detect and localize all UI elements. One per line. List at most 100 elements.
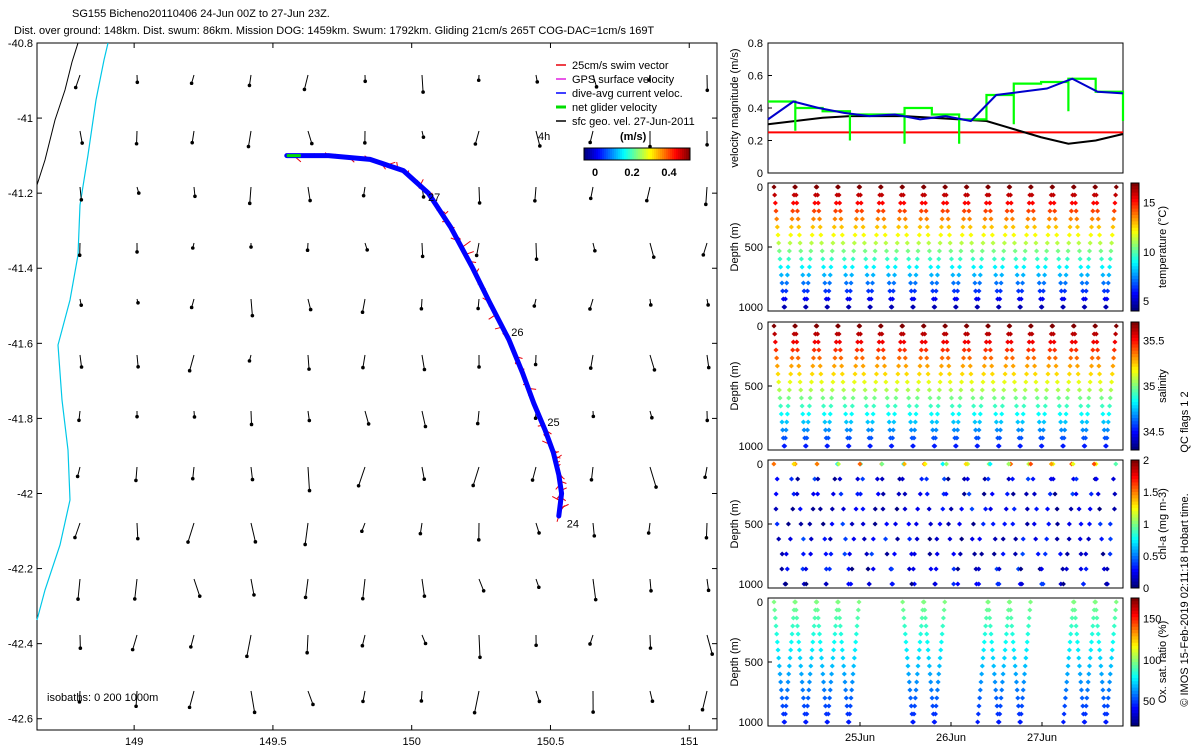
section-y-tick-label: 1000 bbox=[739, 579, 763, 591]
velocity-y-label: velocity magnitude (m/s) bbox=[729, 48, 741, 167]
section-colorbar bbox=[1130, 597, 1140, 727]
section-point bbox=[1002, 371, 1008, 377]
section-colorbar-cell bbox=[1131, 418, 1139, 422]
section-point bbox=[1089, 216, 1095, 222]
section-colorbar-cell bbox=[1131, 578, 1139, 583]
map-colorbar-cell bbox=[588, 148, 591, 160]
section-point bbox=[929, 419, 935, 425]
section-point bbox=[1107, 395, 1113, 401]
section-point bbox=[908, 419, 914, 425]
section-colorbar-cell bbox=[1131, 466, 1139, 471]
geo-vector-head bbox=[363, 79, 368, 84]
geo-vector-head bbox=[654, 485, 658, 489]
map-y-tick-label: -41.2 bbox=[8, 188, 33, 200]
geo-vector bbox=[590, 186, 594, 199]
section-point bbox=[1015, 703, 1022, 709]
geo-vector-head bbox=[252, 593, 256, 597]
section-point bbox=[820, 679, 827, 685]
section-point bbox=[901, 461, 907, 467]
section-point bbox=[822, 427, 829, 433]
section-cb-label: salinity bbox=[1157, 369, 1169, 403]
map-y-tick-label: -41.8 bbox=[8, 413, 33, 425]
section-point bbox=[1082, 711, 1089, 717]
section-point bbox=[1066, 240, 1072, 246]
section-point bbox=[912, 280, 918, 286]
section-point bbox=[1097, 647, 1103, 653]
section-point bbox=[1003, 363, 1009, 369]
geo-vector-head bbox=[588, 642, 592, 646]
section-colorbar-cell bbox=[1131, 189, 1139, 194]
geo-vector bbox=[706, 578, 710, 591]
section-point bbox=[1076, 663, 1082, 669]
section-point bbox=[1020, 551, 1026, 557]
section-point bbox=[827, 411, 833, 417]
section-point bbox=[1034, 506, 1040, 512]
section-colorbar-cell bbox=[1131, 713, 1139, 717]
section-point bbox=[1101, 419, 1107, 425]
section-cb-tick-label: 10 bbox=[1143, 247, 1155, 259]
map-colorbar-cell bbox=[604, 148, 607, 160]
section-point bbox=[908, 280, 914, 286]
section-point bbox=[1074, 631, 1080, 637]
section-colorbar-cell bbox=[1131, 269, 1139, 274]
section-colorbar-cell bbox=[1131, 183, 1139, 187]
section-point bbox=[817, 363, 823, 369]
section-point bbox=[1050, 184, 1056, 190]
section-point bbox=[922, 192, 928, 198]
section-point bbox=[881, 355, 887, 361]
section-point bbox=[1028, 184, 1034, 190]
section-point bbox=[914, 264, 920, 270]
section-point bbox=[894, 536, 901, 542]
section-colorbar-cell bbox=[1131, 524, 1139, 528]
geo-vector-head bbox=[247, 201, 252, 206]
section-point bbox=[1066, 379, 1072, 385]
section-colorbar-cell bbox=[1131, 437, 1139, 441]
section-point bbox=[1088, 232, 1094, 238]
section-point bbox=[873, 379, 879, 385]
section-point bbox=[976, 581, 982, 587]
section-point bbox=[1105, 280, 1111, 286]
section-point bbox=[1032, 232, 1038, 238]
section-point bbox=[786, 387, 792, 393]
section-point bbox=[913, 272, 919, 278]
section-point bbox=[886, 280, 892, 286]
section-point bbox=[992, 264, 998, 270]
section-point bbox=[911, 581, 917, 587]
section-point bbox=[991, 256, 997, 262]
section-point bbox=[1032, 363, 1038, 369]
section-point bbox=[1013, 256, 1019, 262]
section-point bbox=[1072, 339, 1079, 345]
section-point bbox=[1065, 248, 1071, 254]
section-point bbox=[935, 403, 941, 409]
section-point bbox=[842, 551, 848, 557]
legend-entry: dive-avg current veloc. bbox=[572, 88, 683, 100]
section-point bbox=[820, 671, 826, 677]
section-point bbox=[816, 631, 823, 637]
section-point bbox=[1023, 491, 1029, 497]
section-point bbox=[793, 192, 799, 198]
section-point bbox=[1078, 566, 1084, 572]
section-colorbar-cell bbox=[1131, 263, 1139, 267]
section-point bbox=[838, 491, 844, 497]
section-point bbox=[887, 427, 893, 433]
section-colorbar-cell bbox=[1131, 716, 1139, 721]
legend-entry: 25cm/s swim vector bbox=[572, 60, 669, 72]
map-y-tick-label: -42 bbox=[17, 488, 33, 500]
section-point bbox=[999, 403, 1005, 409]
section-point bbox=[1039, 304, 1045, 310]
section-point bbox=[788, 639, 794, 645]
section-point bbox=[788, 363, 794, 369]
section-colorbar-cell bbox=[1131, 234, 1139, 238]
section-colorbar-cell bbox=[1131, 511, 1139, 515]
section-point bbox=[904, 232, 910, 238]
section-point bbox=[915, 663, 921, 669]
section-point bbox=[833, 615, 839, 621]
section-point bbox=[800, 280, 806, 286]
section-point bbox=[1057, 411, 1063, 417]
section-point bbox=[1007, 192, 1014, 198]
geo-vector bbox=[247, 130, 252, 147]
section-point bbox=[964, 323, 970, 329]
section-point bbox=[788, 476, 795, 482]
section-point bbox=[941, 476, 947, 482]
section-point bbox=[1084, 272, 1091, 278]
